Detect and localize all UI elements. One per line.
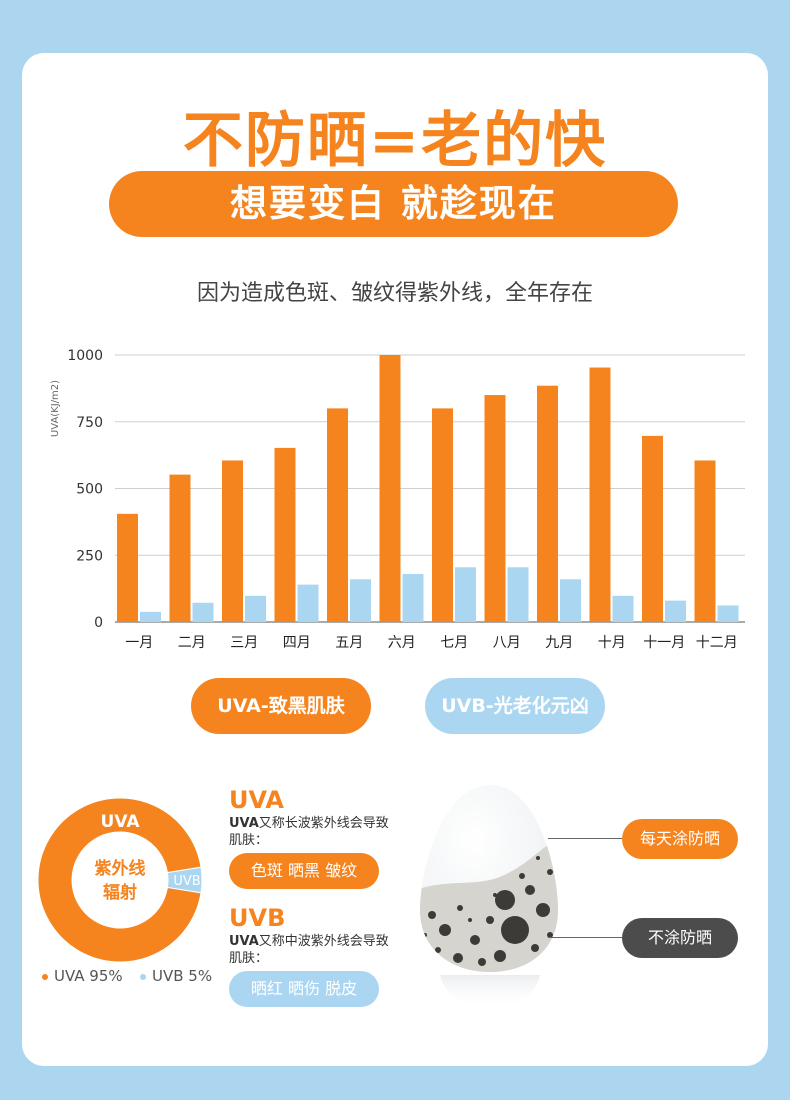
x-tick-label: 十月: [598, 635, 626, 651]
legend-uva-dot: [42, 973, 48, 980]
callout-no-sunscreen: 不涂防晒: [622, 918, 738, 958]
bar-uva-11: [642, 435, 663, 622]
egg-speckled-half: [420, 838, 558, 972]
uvb-desc-rest: 又称中波紫外线会导致肌肤：: [229, 934, 389, 966]
uva-pill: UVA-致黑肌肤: [191, 678, 371, 734]
uvb-effects-tag: 晒红 晒伤 脱皮: [229, 971, 379, 1007]
banner: 想要变白 就趁现在: [109, 171, 678, 237]
bar-uva-1: [117, 513, 138, 622]
legend-uvb: UVB 5%: [140, 967, 212, 985]
bar-uvb-11: [665, 600, 686, 622]
y-tick-label: 750: [76, 415, 103, 431]
legend-uvb-text: UVB 5%: [152, 967, 213, 985]
donut-slice-uva: [37, 797, 202, 963]
bar-uvb-9: [560, 579, 581, 622]
x-tick-label: 九月: [545, 635, 573, 651]
bar-uva-10: [589, 367, 611, 622]
donut-label-uvb: UVB: [173, 874, 200, 889]
chart-gridlines: [115, 354, 745, 623]
donut-center-line1: 紫外线: [95, 858, 146, 879]
x-tick-label: 六月: [388, 635, 416, 651]
bar-uvb-6: [402, 573, 424, 622]
bar-uvb-12: [717, 605, 739, 622]
x-tick-label: 五月: [335, 635, 363, 651]
uvb-pill: UVB-光老化元凶: [425, 678, 605, 734]
x-tick-label: 二月: [178, 635, 206, 651]
legend-uvb-dot: [140, 973, 146, 980]
callout-daily-line: [548, 838, 622, 839]
subtitle: 因为造成色斑、皱纹得紫外线，全年存在: [196, 281, 593, 306]
legend-uva-text: UVA 95%: [54, 967, 123, 985]
uvb-section-desc: UVA又称中波紫外线会导致肌肤：: [229, 933, 389, 967]
x-tick-label: 一月: [125, 635, 153, 651]
uv-bar-chart: 0 250 500 750 1000 UVA(KJ/m2) 一月 二月 三月 四月 五月 六月 七月 八月…: [50, 348, 745, 651]
y-axis-label: UVA(KJ/m2): [50, 380, 61, 437]
x-tick-label: 四月: [283, 635, 311, 651]
quail-egg-illustration: [420, 785, 558, 1009]
callout-none-line: [548, 937, 622, 938]
bar-uvb-10: [612, 595, 634, 622]
bar-uva-8: [484, 395, 506, 622]
callout-daily-sunscreen: 每天涂防晒: [622, 819, 738, 859]
bar-uvb-5: [350, 579, 371, 622]
y-tick-label: 250: [76, 548, 103, 564]
donut-label-uva: UVA: [101, 812, 141, 832]
uvb-section-title: UVB: [229, 904, 286, 932]
x-tick-label: 十二月: [696, 635, 738, 651]
y-tick-label: 500: [76, 482, 103, 498]
legend-uva: UVA 95%: [42, 967, 123, 985]
bar-uva-3: [222, 460, 243, 622]
bar-uva-9: [537, 385, 558, 622]
bar-uvb-4: [297, 584, 319, 622]
uva-desc-bold: UVA: [229, 816, 259, 831]
y-tick-label: 1000: [67, 348, 103, 364]
bar-uvb-1: [140, 611, 161, 622]
bar-uva-4: [274, 447, 296, 622]
x-tick-label: 十一月: [643, 635, 685, 651]
uva-section-title: UVA: [229, 786, 285, 814]
egg-reflection: [440, 975, 540, 1009]
uva-effects-tag: 色斑 晒黑 皱纹: [229, 853, 379, 889]
x-tick-label: 八月: [493, 635, 521, 651]
uvb-desc-bold: UVA: [229, 934, 259, 949]
headline: 不防晒=老的快: [182, 106, 608, 176]
x-tick-label: 三月: [230, 635, 258, 651]
bar-uva-6: [379, 355, 401, 622]
bar-uva-2: [169, 474, 191, 622]
x-tick-label: 七月: [440, 635, 468, 651]
uva-desc-rest: 又称长波紫外线会导致肌肤：: [229, 816, 389, 848]
bar-uvb-8: [507, 567, 529, 622]
bar-uvb-7: [455, 567, 476, 622]
bar-uva-5: [327, 408, 348, 622]
uva-section-desc: UVA又称长波紫外线会导致肌肤：: [229, 815, 389, 849]
bar-uvb-2: [192, 602, 214, 622]
bar-uva-7: [432, 408, 453, 622]
y-tick-label: 0: [94, 615, 103, 631]
bar-uva-12: [694, 460, 716, 622]
donut-center-line2: 辐射: [103, 882, 137, 903]
bar-uvb-3: [245, 595, 266, 622]
